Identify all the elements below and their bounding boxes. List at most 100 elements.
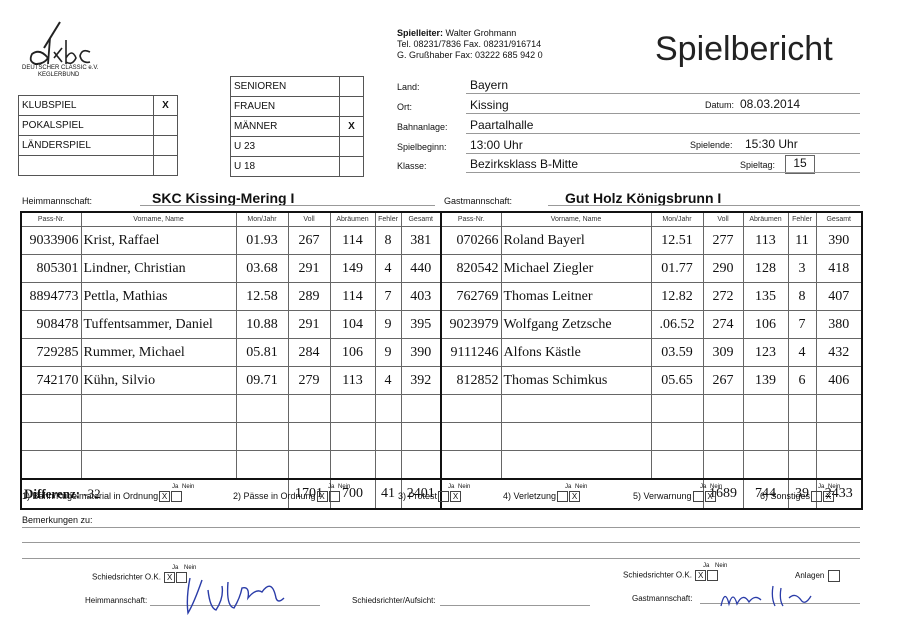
guest-sr-nein-checkbox[interactable] — [707, 570, 719, 581]
diff-value: -32 — [83, 486, 101, 501]
check-item: 5) Verwarnung X — [633, 491, 716, 503]
bahn-label: Bahnanlage: — [397, 122, 448, 132]
guest-voll-cell: 272 — [702, 282, 744, 311]
home-sum-voll: 1701 — [287, 478, 331, 510]
col-fehler: Fehler — [374, 211, 402, 227]
sr-ok-label: Schiedsrichter O.K. — [623, 570, 692, 580]
check-ja-checkbox[interactable] — [438, 491, 450, 503]
guest-abr-cell — [742, 422, 789, 451]
guest-voll-cell — [702, 394, 744, 423]
home-ges-cell — [400, 422, 442, 451]
col-abr: Abräumen — [329, 211, 376, 227]
check-label: 1) Bahn/Kugelmaterial in Ordnung — [22, 491, 159, 501]
home-abr-cell: 113 — [329, 366, 376, 395]
check-nein-checkbox[interactable]: X — [569, 491, 581, 503]
category-mark — [339, 76, 364, 97]
home-voll-cell — [287, 450, 331, 480]
home-abr-cell: 149 — [329, 254, 376, 283]
score-table: Pass-Nr. Vorname, Name Mon/Jahr Voll Abr… — [20, 211, 863, 510]
guest-fehler-cell — [787, 450, 817, 480]
check-item: 2) Pässe in Ordnung X — [233, 491, 340, 503]
guest-sr-ja-checkbox[interactable]: X — [695, 570, 707, 581]
guest-fehler-cell: 8 — [787, 282, 817, 311]
home-voll-cell — [287, 394, 331, 423]
home-sr-nein-checkbox[interactable] — [176, 572, 188, 583]
land-label: Land: — [397, 82, 420, 92]
guest-ges-cell: 390 — [815, 226, 863, 255]
guest-team: Gut Holz Königsbrunn I — [565, 190, 722, 206]
beginn-value: 13:00 Uhr — [470, 138, 523, 152]
home-fehler-cell — [374, 394, 402, 423]
col-fehler: Fehler — [787, 211, 817, 227]
col-name: Vorname, Name — [80, 211, 237, 227]
home-fehler-cell — [374, 422, 402, 451]
home-name-cell — [80, 394, 237, 423]
datum-label: Datum: — [705, 100, 735, 110]
check-ja-checkbox[interactable] — [811, 491, 823, 503]
check-ja-checkbox[interactable]: X — [159, 491, 171, 503]
home-ges-cell: 403 — [400, 282, 442, 311]
guest-fehler-cell: 11 — [787, 226, 817, 255]
game-type-label: KLUBSPIEL — [18, 95, 154, 116]
anlagen-checkbox[interactable] — [827, 570, 840, 582]
ende-label: Spielende: — [690, 140, 733, 150]
game-type-empty — [153, 155, 178, 176]
home-name-cell: Pettla, Mathias — [80, 282, 237, 311]
check-nein-checkbox[interactable]: X — [704, 491, 716, 503]
guest-name-cell: Thomas Schimkus — [500, 366, 652, 395]
home-voll-cell: 289 — [287, 282, 331, 311]
home-voll-cell: 279 — [287, 366, 331, 395]
guest-mj-cell — [650, 450, 704, 480]
guest-mj-cell: 05.65 — [650, 366, 704, 395]
check-ja-checkbox[interactable]: X — [316, 491, 328, 503]
nein-label: Nein — [458, 484, 471, 490]
home-pass-cell: 8894773 — [20, 282, 82, 311]
game-type-mark — [153, 115, 178, 136]
bahn-value: Paartalhalle — [470, 118, 534, 132]
category-mark — [339, 156, 364, 177]
beginn-label: Spielbeginn: — [397, 142, 447, 152]
col-pass: Pass-Nr. — [440, 211, 502, 227]
nein-label: Nein — [828, 484, 841, 490]
home-mj-cell — [235, 394, 289, 423]
home-fehler-cell — [374, 450, 402, 480]
home-ges-cell — [400, 450, 442, 480]
home-sum-abr: 700 — [329, 478, 376, 510]
spielleiter-alt: G. Grußhaber Fax: 03222 685 942 0 — [397, 50, 543, 60]
table-row — [20, 394, 863, 423]
guest-ges-cell — [815, 394, 863, 423]
home-voll-cell: 291 — [287, 310, 331, 339]
check-nein-checkbox[interactable]: X — [823, 491, 835, 503]
guest-pass-cell: 9111246 — [440, 338, 502, 367]
home-ges-cell: 440 — [400, 254, 442, 283]
guest-name-cell — [500, 422, 652, 451]
guest-fehler-cell — [787, 422, 817, 451]
check-label: 5) Verwarnung — [633, 491, 692, 501]
guest-ges-cell — [815, 450, 863, 480]
home-pass-cell — [20, 394, 82, 423]
check-nein-checkbox[interactable]: X — [450, 491, 462, 503]
home-signature — [186, 577, 285, 616]
category-box: SENIOREN FRAUEN MÄNNER X U 23 U 18 — [230, 76, 364, 177]
guest-name-cell: Alfons Kästle — [500, 338, 652, 367]
check-item: 3) Protest X — [398, 491, 462, 503]
home-sr-ja-checkbox[interactable]: X — [164, 572, 176, 583]
bemerkungen-label: Bemerkungen zu: — [22, 515, 93, 525]
klasse-label: Klasse: — [397, 161, 427, 171]
home-pass-cell — [20, 450, 82, 480]
col-voll: Voll — [287, 211, 331, 227]
check-label: 4) Verletzung — [503, 491, 557, 501]
category-mark — [339, 136, 364, 157]
page-title: Spielbericht — [655, 30, 833, 68]
check-ja-checkbox[interactable] — [557, 491, 569, 503]
col-ges: Gesamt — [815, 211, 863, 227]
home-pass-cell: 805301 — [20, 254, 82, 283]
home-abr-cell: 114 — [329, 282, 376, 311]
home-pass-cell: 9033906 — [20, 226, 82, 255]
check-ja-checkbox[interactable] — [692, 491, 704, 503]
home-name-cell — [80, 422, 237, 451]
check-nein-checkbox[interactable] — [328, 491, 340, 503]
check-nein-checkbox[interactable] — [171, 491, 183, 503]
spielleiter-label: Spielleiter: — [397, 28, 444, 38]
guest-voll-cell: 277 — [702, 226, 744, 255]
